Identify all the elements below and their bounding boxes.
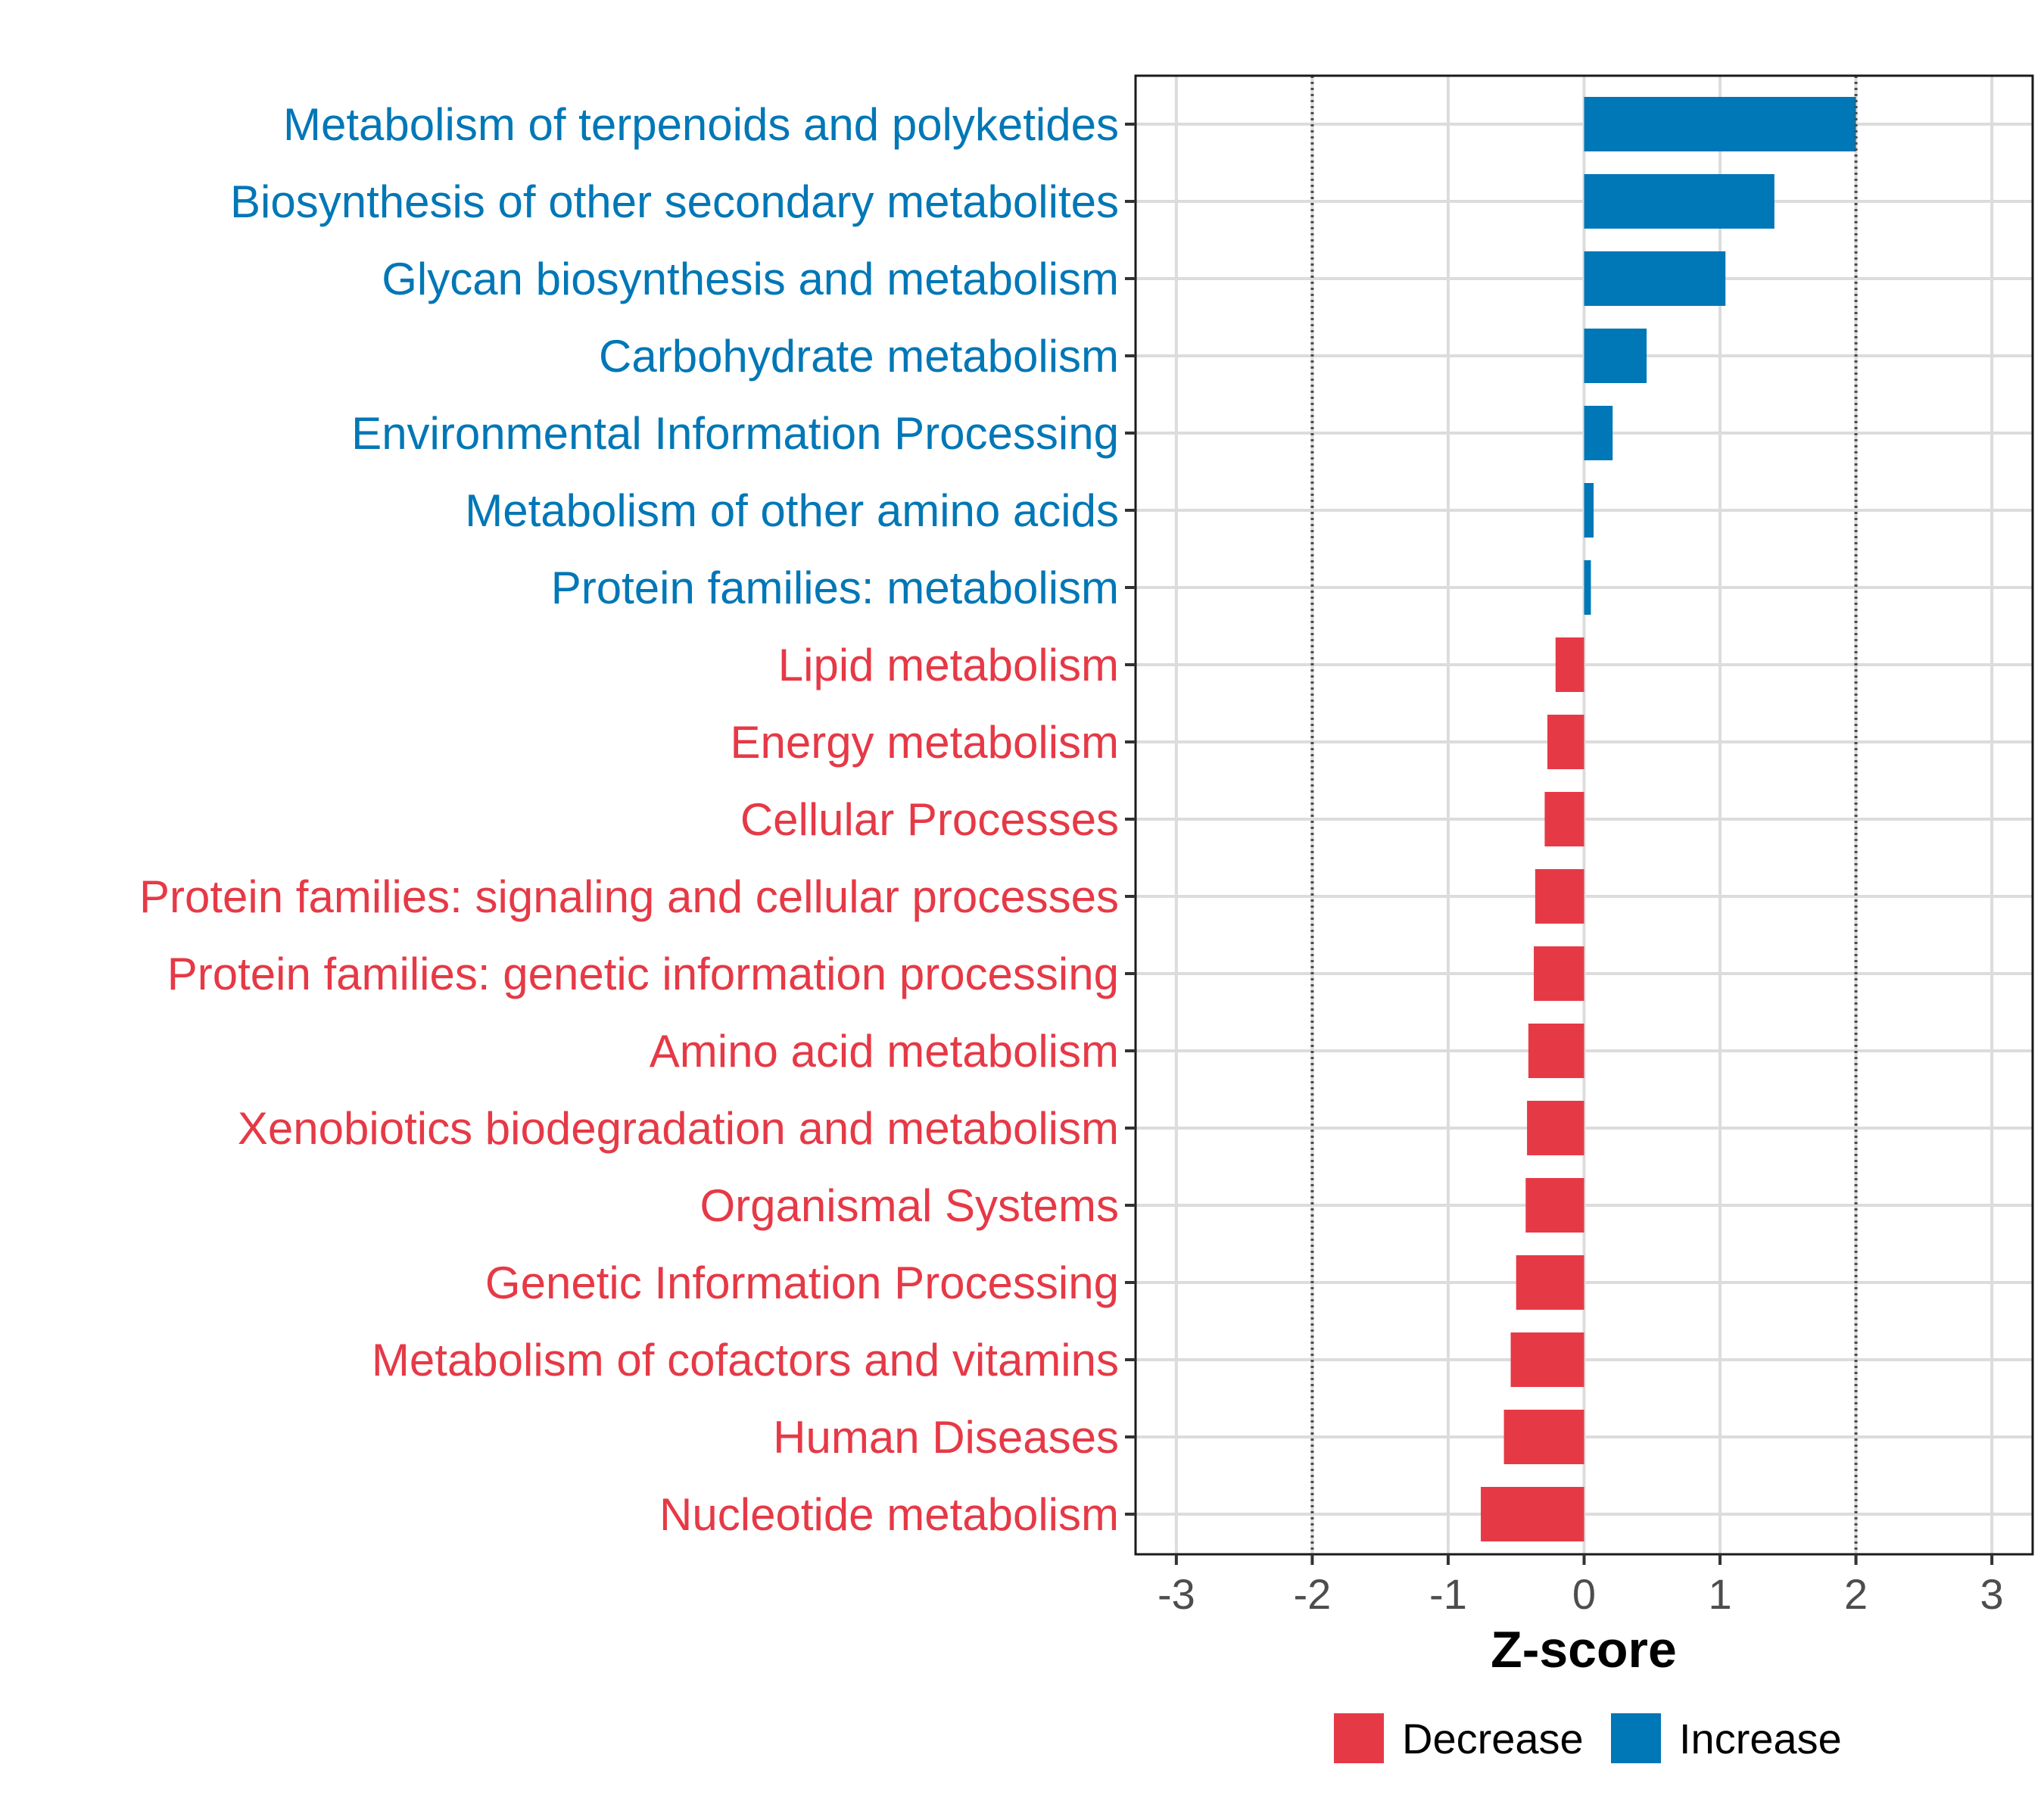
legend: Decrease Increase xyxy=(1334,1713,1842,1763)
legend-swatch-increase xyxy=(1611,1713,1661,1763)
legend-label-increase: Increase xyxy=(1679,1715,1842,1762)
category-label: Nucleotide metabolism xyxy=(659,1489,1119,1540)
category-label: Protein families: signaling and cellular… xyxy=(139,871,1119,922)
bar xyxy=(1544,792,1584,846)
bar xyxy=(1584,174,1774,229)
category-label: Xenobiotics biodegradation and metabolis… xyxy=(238,1103,1119,1154)
category-label: Biosynthesis of other secondary metaboli… xyxy=(230,176,1119,227)
x-axis-title: Z-score xyxy=(1491,1621,1677,1678)
category-label: Lipid metabolism xyxy=(778,640,1119,690)
bars xyxy=(1481,97,1856,1541)
x-tick-label: 3 xyxy=(1980,1570,2004,1618)
category-label: Organismal Systems xyxy=(700,1180,1119,1231)
bar xyxy=(1584,329,1647,383)
category-label: Metabolism of cofactors and vitamins xyxy=(372,1335,1119,1385)
bar xyxy=(1528,1024,1584,1078)
category-label: Cellular Processes xyxy=(740,794,1119,845)
x-axis-ticks: -3 -2 -1 0 1 2 3 xyxy=(1158,1554,2004,1618)
category-label: Genetic Information Processing xyxy=(485,1258,1119,1308)
category-label: Carbohydrate metabolism xyxy=(599,331,1119,382)
bar xyxy=(1584,483,1594,538)
bar xyxy=(1547,715,1584,769)
bar xyxy=(1525,1178,1584,1233)
category-label: Environmental Information Processing xyxy=(351,408,1119,459)
x-tick-label: 0 xyxy=(1572,1570,1596,1618)
bar xyxy=(1516,1255,1584,1310)
category-label: Protein families: genetic information pr… xyxy=(167,949,1119,999)
bar xyxy=(1584,406,1613,460)
x-tick-label: 2 xyxy=(1844,1570,1868,1618)
legend-label-decrease: Decrease xyxy=(1402,1715,1584,1762)
category-label: Protein families: metabolism xyxy=(551,563,1119,613)
category-label: Metabolism of other amino acids xyxy=(465,485,1119,536)
bar xyxy=(1535,869,1584,924)
bar xyxy=(1510,1332,1584,1387)
bar xyxy=(1555,637,1584,692)
bar xyxy=(1584,97,1856,151)
bar xyxy=(1534,946,1584,1001)
category-label: Amino acid metabolism xyxy=(650,1026,1119,1077)
legend-swatch-decrease xyxy=(1334,1713,1384,1763)
category-label: Energy metabolism xyxy=(730,717,1119,768)
x-tick-label: 1 xyxy=(1708,1570,1731,1618)
x-tick-label: -1 xyxy=(1429,1570,1467,1618)
bar xyxy=(1527,1101,1584,1155)
bar xyxy=(1481,1487,1584,1541)
y-axis-ticks: Metabolism of terpenoids and polyketides… xyxy=(139,99,1136,1540)
category-label: Metabolism of terpenoids and polyketides xyxy=(283,99,1119,150)
category-label: Glycan biosynthesis and metabolism xyxy=(382,254,1119,304)
reference-lines xyxy=(1310,76,1858,1554)
category-label: Human Diseases xyxy=(773,1412,1119,1463)
bar xyxy=(1584,251,1726,306)
bar xyxy=(1503,1410,1584,1464)
bar xyxy=(1584,560,1591,615)
x-tick-label: -3 xyxy=(1158,1570,1195,1618)
x-tick-label: -2 xyxy=(1294,1570,1332,1618)
